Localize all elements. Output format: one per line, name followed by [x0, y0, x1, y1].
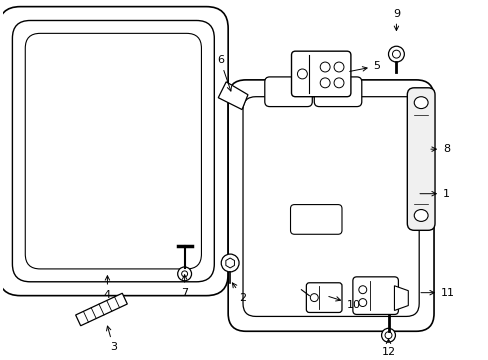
- Circle shape: [320, 62, 329, 72]
- FancyBboxPatch shape: [25, 33, 201, 269]
- Text: 3: 3: [106, 326, 117, 352]
- Text: 9: 9: [392, 9, 399, 31]
- Text: 7: 7: [181, 275, 188, 298]
- FancyBboxPatch shape: [291, 51, 350, 97]
- Circle shape: [358, 298, 366, 306]
- FancyBboxPatch shape: [12, 21, 214, 282]
- FancyBboxPatch shape: [228, 80, 433, 331]
- Circle shape: [297, 69, 307, 79]
- Circle shape: [181, 271, 187, 277]
- Circle shape: [333, 78, 343, 88]
- Circle shape: [333, 62, 343, 72]
- Ellipse shape: [413, 210, 427, 221]
- FancyBboxPatch shape: [264, 77, 312, 107]
- Ellipse shape: [413, 97, 427, 109]
- Text: 4: 4: [103, 276, 111, 300]
- FancyBboxPatch shape: [407, 88, 434, 230]
- Circle shape: [387, 46, 404, 62]
- FancyBboxPatch shape: [306, 283, 341, 312]
- FancyBboxPatch shape: [290, 204, 341, 234]
- FancyBboxPatch shape: [352, 277, 398, 314]
- Text: 5: 5: [349, 61, 380, 71]
- Polygon shape: [225, 258, 234, 268]
- FancyBboxPatch shape: [243, 97, 418, 316]
- Circle shape: [320, 78, 329, 88]
- Circle shape: [177, 267, 191, 281]
- Circle shape: [381, 328, 395, 342]
- Text: 10: 10: [328, 297, 360, 310]
- Polygon shape: [218, 82, 247, 109]
- Circle shape: [310, 294, 318, 302]
- Text: 6: 6: [216, 55, 231, 91]
- Circle shape: [392, 50, 400, 58]
- FancyBboxPatch shape: [314, 77, 361, 107]
- Text: 8: 8: [430, 144, 449, 154]
- Circle shape: [384, 332, 391, 339]
- Circle shape: [221, 254, 239, 272]
- Text: 2: 2: [232, 283, 246, 303]
- Circle shape: [358, 286, 366, 294]
- Text: 12: 12: [381, 339, 395, 357]
- Polygon shape: [394, 286, 407, 310]
- Polygon shape: [76, 293, 127, 326]
- FancyBboxPatch shape: [0, 6, 228, 296]
- Text: 11: 11: [420, 288, 454, 298]
- Text: 1: 1: [419, 189, 449, 199]
